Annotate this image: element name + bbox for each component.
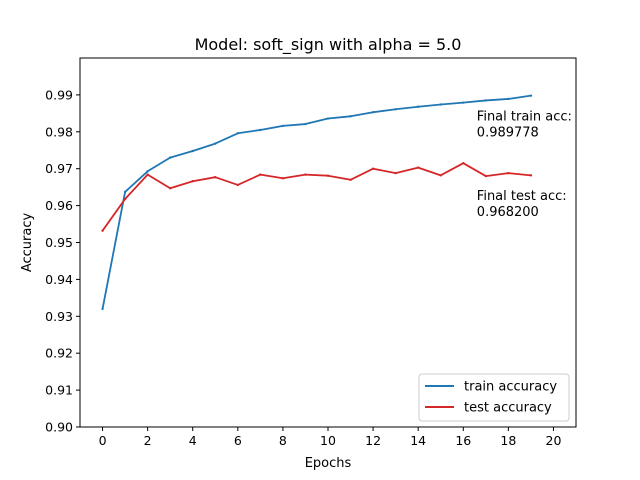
- y-tick-label: 0.95: [45, 235, 73, 250]
- data-point-test-accuracy: [168, 187, 172, 190]
- data-point-test-accuracy: [259, 173, 262, 176]
- data-point-test-accuracy: [146, 173, 149, 176]
- y-tick-label: 0.94: [45, 272, 73, 287]
- data-point-test-accuracy: [123, 197, 127, 201]
- legend: train accuracy test accuracy: [418, 373, 570, 422]
- test-annotation-line: 0.968200: [477, 205, 539, 220]
- x-axis-label: Epochs: [305, 456, 352, 471]
- legend-label-train: train accuracy: [464, 380, 557, 395]
- data-point-train-accuracy: [146, 170, 149, 173]
- data-point-train-accuracy: [394, 108, 397, 111]
- data-point-test-accuracy: [326, 174, 330, 177]
- y-tick-label: 0.96: [45, 198, 73, 213]
- data-point-train-accuracy: [214, 142, 217, 145]
- data-point-train-accuracy: [123, 190, 127, 194]
- series-line-train-accuracy: [101, 94, 532, 310]
- data-point-train-accuracy: [191, 149, 194, 153]
- series-line-test-accuracy: [101, 162, 531, 232]
- data-point-test-accuracy: [371, 167, 375, 170]
- legend-box: [418, 373, 570, 422]
- y-tick-label: 0.92: [45, 346, 73, 361]
- y-axis-ticks: 0.90 0.91 0.92 0.93 0.94 0.95 0.96 0.97 0.98 0.99: [45, 87, 80, 435]
- test-annotation-line: Final test acc:: [477, 189, 567, 204]
- data-point-test-accuracy: [304, 173, 307, 176]
- data-point-test-accuracy: [214, 175, 217, 179]
- x-tick-label: 16: [455, 433, 471, 448]
- data-point-test-accuracy: [529, 174, 533, 177]
- x-tick-label: 0: [99, 433, 107, 448]
- x-tick-label: 12: [365, 433, 381, 448]
- legend-label-test: test accuracy: [464, 401, 552, 416]
- data-point-test-accuracy: [349, 178, 352, 181]
- data-point-test-accuracy: [416, 166, 420, 169]
- y-axis-label: Accuracy: [20, 213, 35, 273]
- data-point-train-accuracy: [529, 94, 533, 97]
- data-point-test-accuracy: [281, 177, 285, 180]
- data-point-test-accuracy: [101, 229, 104, 232]
- data-point-train-accuracy: [101, 307, 104, 311]
- data-point-train-accuracy: [168, 156, 172, 159]
- data-point-train-accuracy: [484, 99, 488, 102]
- data-point-train-accuracy: [236, 132, 240, 135]
- x-tick-label: 10: [320, 433, 336, 448]
- plot-area: [101, 94, 533, 311]
- x-tick-label: 8: [279, 433, 287, 448]
- data-point-train-accuracy: [326, 117, 330, 120]
- data-point-test-accuracy: [439, 174, 442, 177]
- y-tick-label: 0.90: [45, 420, 73, 435]
- x-tick-label: 20: [546, 433, 562, 448]
- data-point-test-accuracy: [462, 161, 465, 165]
- data-point-test-accuracy: [191, 180, 194, 183]
- x-tick-label: 6: [234, 433, 242, 448]
- data-point-train-accuracy: [462, 101, 465, 104]
- x-tick-label: 18: [500, 433, 516, 448]
- train-annotation-line: Final train acc:: [477, 110, 572, 125]
- data-point-train-accuracy: [259, 128, 262, 132]
- data-point-test-accuracy: [507, 171, 510, 175]
- data-point-train-accuracy: [416, 105, 420, 108]
- x-tick-label: 4: [189, 433, 197, 448]
- data-point-train-accuracy: [371, 111, 375, 114]
- data-point-test-accuracy: [484, 174, 488, 178]
- chart-title: Model: soft_sign with alpha = 5.0: [195, 35, 462, 55]
- data-point-train-accuracy: [304, 122, 307, 126]
- data-point-train-accuracy: [349, 115, 352, 118]
- train-annotation-line: 0.989778: [477, 126, 539, 141]
- y-tick-label: 0.93: [45, 309, 73, 324]
- x-axis-ticks: 0 2 4 6 8 10 12 14 16 18 20: [99, 427, 562, 448]
- x-tick-label: 14: [410, 433, 426, 448]
- data-point-train-accuracy: [439, 103, 442, 106]
- x-tick-label: 2: [144, 433, 152, 448]
- y-tick-label: 0.91: [45, 383, 73, 398]
- data-point-test-accuracy: [394, 171, 397, 175]
- annotations: Final train acc:0.989778 Final test acc:0…: [477, 110, 572, 220]
- data-point-train-accuracy: [281, 124, 285, 128]
- data-point-train-accuracy: [507, 97, 510, 101]
- y-tick-label: 0.97: [45, 161, 73, 176]
- data-point-test-accuracy: [236, 183, 240, 187]
- y-tick-label: 0.98: [45, 124, 73, 139]
- y-tick-label: 0.99: [45, 87, 73, 102]
